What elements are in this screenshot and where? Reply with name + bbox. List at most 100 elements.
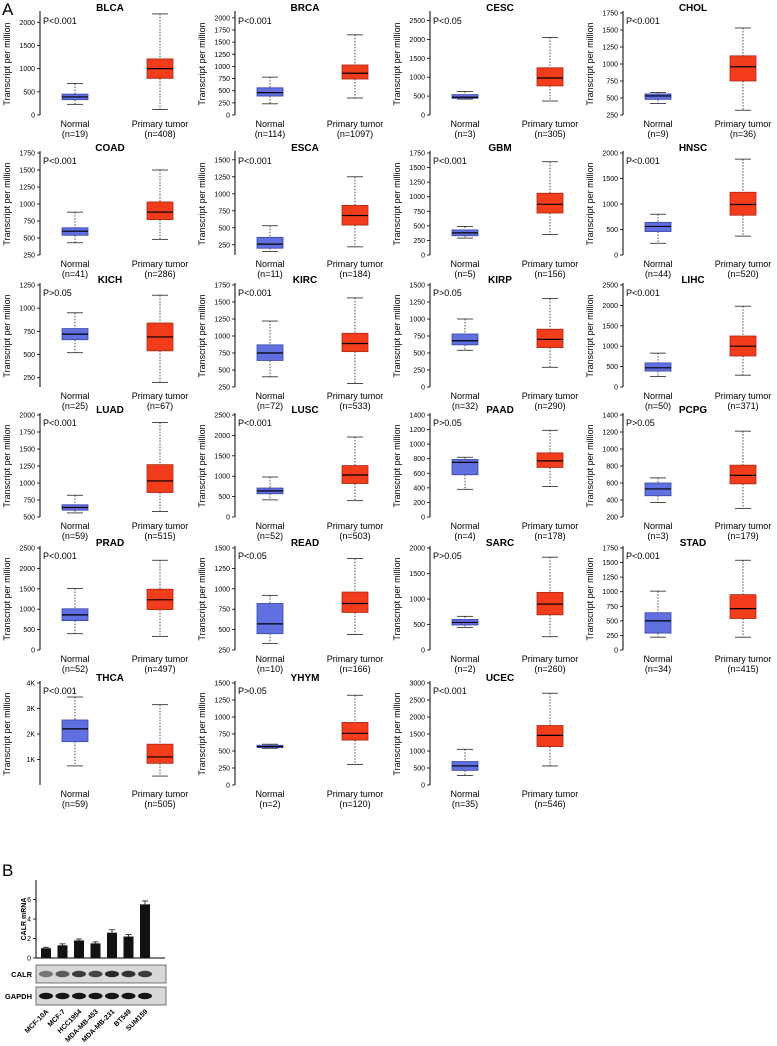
y-tick-label: 500 (606, 364, 618, 371)
normal-box (256, 225, 284, 252)
y-tick-label: 0 (421, 385, 425, 392)
y-tick-label: 1250 (409, 300, 425, 307)
x-category-label: Primary tumor (522, 119, 579, 129)
x-sample-size: (n=546) (534, 799, 565, 809)
bar-y-tick-label: 4 (27, 917, 31, 924)
x-category-label: Normal (60, 654, 89, 664)
y-tick-label: 1250 (214, 317, 230, 324)
normal-box (644, 590, 672, 638)
bar-y-tick-label: 2 (27, 936, 31, 943)
y-tick-label: 500 (23, 515, 35, 522)
tumor-box (536, 161, 564, 235)
y-tick-label: 1750 (19, 151, 35, 158)
y-tick-label: 1500 (214, 40, 230, 47)
iqr-box (341, 722, 369, 741)
y-tick-label: 0 (421, 648, 425, 655)
x-category-label: Primary tumor (132, 654, 189, 664)
y-tick-label: 1000 (19, 481, 35, 488)
x-category-label: Primary tumor (327, 521, 384, 531)
y-axis-label: Transcript per million (197, 692, 207, 775)
bar-mcf-10a (41, 948, 51, 958)
y-tick-label: 1500 (602, 323, 618, 330)
y-tick-label: 1000 (602, 62, 618, 69)
x-category-label: Primary tumor (522, 521, 579, 531)
y-tick-label: 1500 (214, 300, 230, 307)
panel-title: UCEC (486, 673, 514, 684)
iqr-box (341, 64, 369, 80)
boxplot-lusc: Transcript per million 0 500 1000 1500 2000 25… (197, 405, 383, 541)
y-tick-label: 750 (218, 351, 230, 358)
iqr-box (536, 67, 564, 87)
x-sample-size: (n=520) (727, 269, 758, 279)
panel-title: COAD (95, 143, 124, 154)
x-category-label: Primary tumor (715, 654, 772, 664)
y-tick-label: 1000 (19, 306, 35, 313)
iqr-box (536, 725, 564, 747)
boxplot-lihc: Transcript per million 0 500 1000 1500 2000 25… (585, 275, 771, 411)
tumor-box (146, 422, 174, 512)
y-tick-label: 1500 (19, 168, 35, 175)
p-value: P<0.001 (43, 418, 77, 428)
x-sample-size: (n=497) (144, 664, 175, 674)
panel-title: GBM (488, 143, 511, 154)
p-value: P<0.001 (238, 288, 272, 298)
boxplot-stad: Transcript per million 0 250 500 750 1000 1250… (585, 538, 771, 674)
y-axis-label: Transcript per million (2, 424, 12, 507)
y-axis-label: Transcript per million (197, 294, 207, 377)
x-sample-size: (n=184) (339, 269, 370, 279)
normal-box (61, 494, 89, 514)
x-category-label: Primary tumor (132, 789, 189, 799)
y-tick-label: 1500 (214, 157, 230, 164)
y-tick-label: 750 (606, 79, 618, 86)
y-tick-label: 1250 (602, 575, 618, 582)
y-tick-label: 1500 (409, 283, 425, 290)
y-tick-label: 2000 (19, 566, 35, 573)
y-tick-label: 500 (218, 225, 230, 232)
tumor-box (729, 158, 757, 237)
y-axis-label: Transcript per million (197, 424, 207, 507)
bar-y-axis-label: CALR mRNA (21, 898, 28, 941)
x-sample-size: (n=50) (645, 401, 671, 411)
p-value: P<0.001 (626, 16, 660, 26)
normal-box (451, 91, 479, 100)
iqr-box (61, 719, 89, 743)
y-axis-label: Transcript per million (392, 162, 402, 245)
y-tick-label: 1000 (214, 715, 230, 722)
y-tick-label: 1250 (19, 464, 35, 471)
blot-band (39, 992, 53, 1000)
panel-title: SARC (486, 538, 514, 549)
blot-band (121, 992, 136, 1000)
y-tick-label: 1750 (602, 11, 618, 18)
x-sample-size: (n=408) (144, 129, 175, 139)
y-tick-label: 0 (614, 253, 618, 260)
y-tick-label: 2000 (214, 15, 230, 22)
y-tick-label: 750 (218, 732, 230, 739)
panel-title: READ (291, 538, 319, 549)
boxplot-cesc: Transcript per million 0 500 1000 1500 2000 25… (392, 3, 578, 139)
x-category-label: Normal (643, 521, 672, 531)
panel-title: THCA (96, 673, 124, 684)
x-sample-size: (n=179) (727, 531, 758, 541)
tumor-box (146, 704, 174, 777)
panel-b-label: B (2, 861, 13, 880)
panel-title: ESCA (291, 143, 319, 154)
y-tick-label: 1500 (602, 176, 618, 183)
boxplot-read: Transcript per million 250 500 750 1000 1250 1… (197, 538, 383, 674)
y-tick-label: 0 (614, 648, 618, 655)
y-tick-label: 1500 (409, 56, 425, 63)
y-tick-label: 200 (606, 515, 618, 522)
tumor-box (341, 34, 369, 99)
iqr-box (146, 201, 174, 221)
y-tick-label: 1200 (409, 427, 425, 434)
y-tick-label: 750 (606, 604, 618, 611)
panel-title: BLCA (96, 3, 124, 14)
y-tick-label: 0 (421, 783, 425, 790)
p-value: P<0.05 (433, 16, 462, 26)
y-tick-label: 1500 (19, 43, 35, 50)
x-category-label: Primary tumor (132, 521, 189, 531)
panel-title: KIRP (488, 275, 512, 286)
y-tick-label: 1000 (409, 75, 425, 82)
y-tick-label: 2500 (602, 283, 618, 290)
x-sample-size: (n=3) (454, 129, 475, 139)
boxplot-kirp: Transcript per million 0 250 500 750 1000 1250… (392, 275, 578, 411)
